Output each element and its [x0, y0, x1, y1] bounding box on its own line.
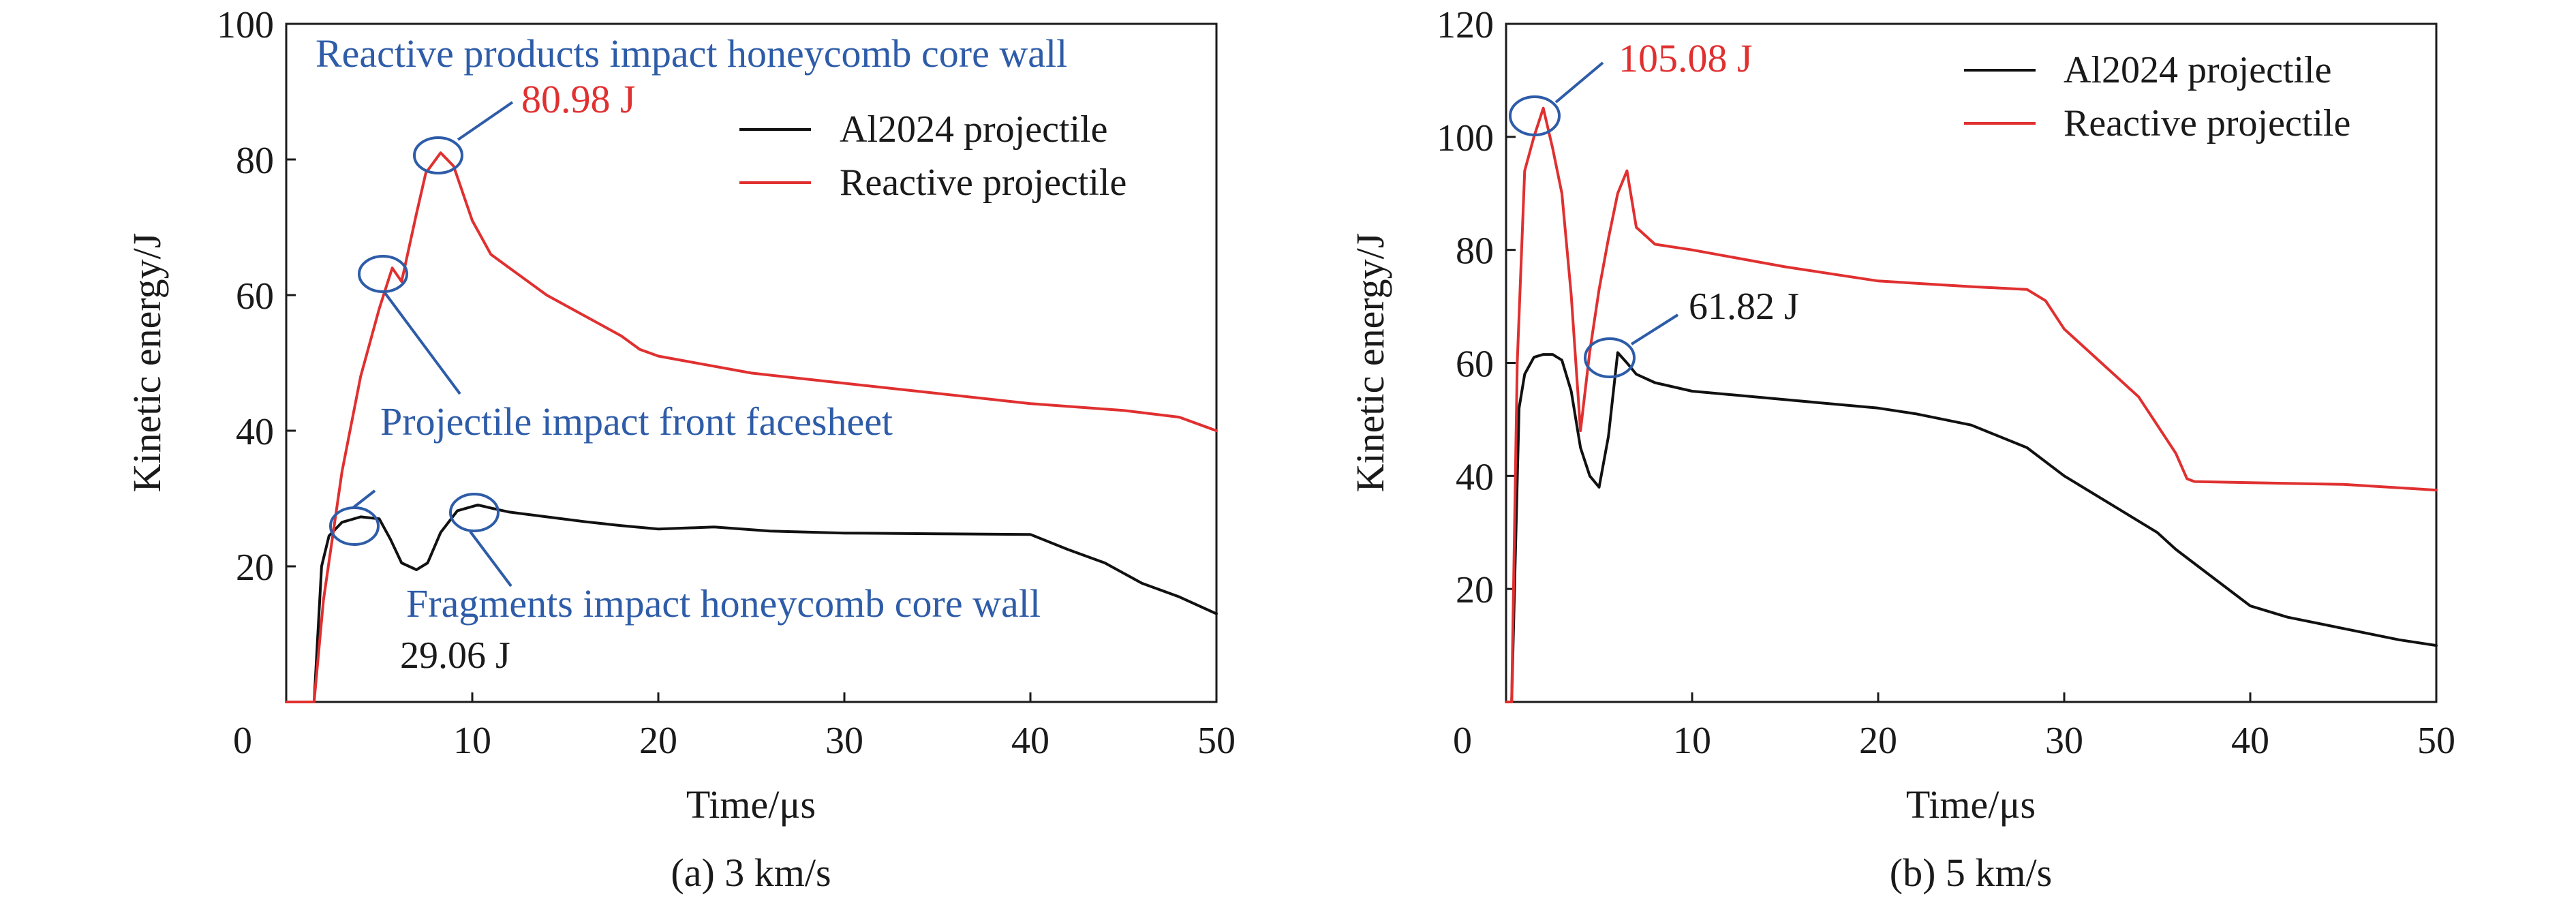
x-tick-label: 40	[2231, 720, 2269, 762]
x-tick-label: 40	[1011, 720, 1049, 762]
panel-a-series	[285, 151, 1218, 703]
panel-a: 10 20 30 40 50 0 20 40 60 80 100 Time/μs Kinetic e…	[125, 4, 1236, 895]
y-tick-label: 60	[236, 275, 274, 318]
leader-reactive-peak	[457, 101, 514, 141]
circle-al-second-peak	[449, 493, 500, 532]
y-tick-label: 80	[1456, 230, 1494, 273]
x-tick-label: 10	[453, 720, 491, 762]
legend-label-reactive: Reactive projectile	[840, 162, 1126, 204]
panel-b-series	[1505, 106, 2438, 703]
circle-front-facesheet	[358, 255, 408, 293]
panel-b-ticks: 10 20 30 40 50 0 20 40 60 80 100 120	[1437, 4, 2455, 762]
y-tick-label: 20	[236, 547, 274, 589]
circle-reactive-peak-b	[1509, 95, 1561, 136]
panel-b-ylabel: Kinetic energy/J	[1348, 233, 1392, 493]
annotation-al-peak: 29.06 J	[400, 634, 510, 677]
x-tick-label: 30	[2045, 720, 2083, 762]
panel-b-caption: (b) 5 km/s	[1890, 851, 2052, 895]
legend-label-al2024-b: Al2024 projectile	[2064, 49, 2331, 91]
panel-a-frame	[285, 22, 1218, 703]
leader-reactive-peak-b	[1554, 61, 1604, 104]
x-tick-label: 50	[2417, 720, 2455, 762]
leader-al-first-peak	[352, 489, 376, 509]
leader-al-peak-b	[1630, 313, 1679, 346]
circle-al-peak-b	[1584, 337, 1636, 378]
x-tick-label: 30	[825, 720, 863, 762]
annotation-reactive-peak-b: 105.08 J	[1619, 36, 1753, 80]
y-tick-label: 40	[236, 411, 274, 453]
panel-b-legend: Al2024 projectile Reactive projectile	[1964, 49, 2350, 144]
panel-a-ylabel: Kinetic energy/J	[125, 233, 169, 493]
panel-b: 10 20 30 40 50 0 20 40 60 80 100 120 Time/μs Kineti…	[1348, 4, 2455, 895]
series-line-al2024	[285, 503, 1218, 703]
panel-a-legend: Al2024 projectile Reactive projectile	[739, 108, 1126, 204]
y-tick-label: 100	[1437, 117, 1494, 159]
series-line-al2024	[1505, 351, 2438, 703]
y-tick-label: 40	[1456, 456, 1494, 498]
x-tick-label: 20	[639, 720, 677, 762]
panel-a-xlabel: Time/μs	[686, 782, 816, 827]
annotation-al-peak-b: 61.82 J	[1689, 286, 1799, 328]
circle-reactive-peak	[413, 136, 463, 174]
y-tick-label: 60	[1456, 343, 1494, 386]
origin-tick-label: 0	[233, 720, 252, 762]
x-tick-label: 20	[1859, 720, 1897, 762]
annotation-front-facesheet: Projectile impact front facesheet	[380, 399, 893, 444]
y-tick-label: 100	[217, 4, 274, 46]
series-line-reactive	[1505, 106, 2438, 703]
panel-b-xlabel: Time/μs	[1906, 782, 2036, 827]
panel-b-annotations: 105.08 J 61.82 J	[1509, 36, 1799, 378]
y-tick-label: 80	[236, 140, 274, 182]
leader-al-second-peak	[469, 530, 512, 587]
y-tick-label: 120	[1437, 4, 1494, 46]
panel-a-annotations: Reactive products impact honeycomb core …	[316, 31, 1067, 677]
x-tick-label: 10	[1673, 720, 1711, 762]
origin-tick-label: 0	[1453, 720, 1472, 762]
annotation-reactive-peak: 80.98 J	[521, 77, 636, 121]
legend-label-reactive-b: Reactive projectile	[2064, 102, 2350, 144]
leader-front-facesheet	[384, 292, 461, 395]
annotation-fragments-wall: Fragments impact honeycomb core wall	[406, 581, 1041, 626]
legend-label-al2024: Al2024 projectile	[840, 108, 1107, 151]
series-line-reactive	[285, 151, 1218, 703]
x-tick-label: 50	[1197, 720, 1236, 762]
panel-a-caption: (a) 3 km/s	[671, 851, 831, 895]
panel-a-ticks: 10 20 30 40 50 0 20 40 60 80 100	[217, 4, 1236, 762]
annotation-reactive-wall: Reactive products impact honeycomb core …	[316, 31, 1067, 76]
y-tick-label: 20	[1456, 569, 1494, 611]
